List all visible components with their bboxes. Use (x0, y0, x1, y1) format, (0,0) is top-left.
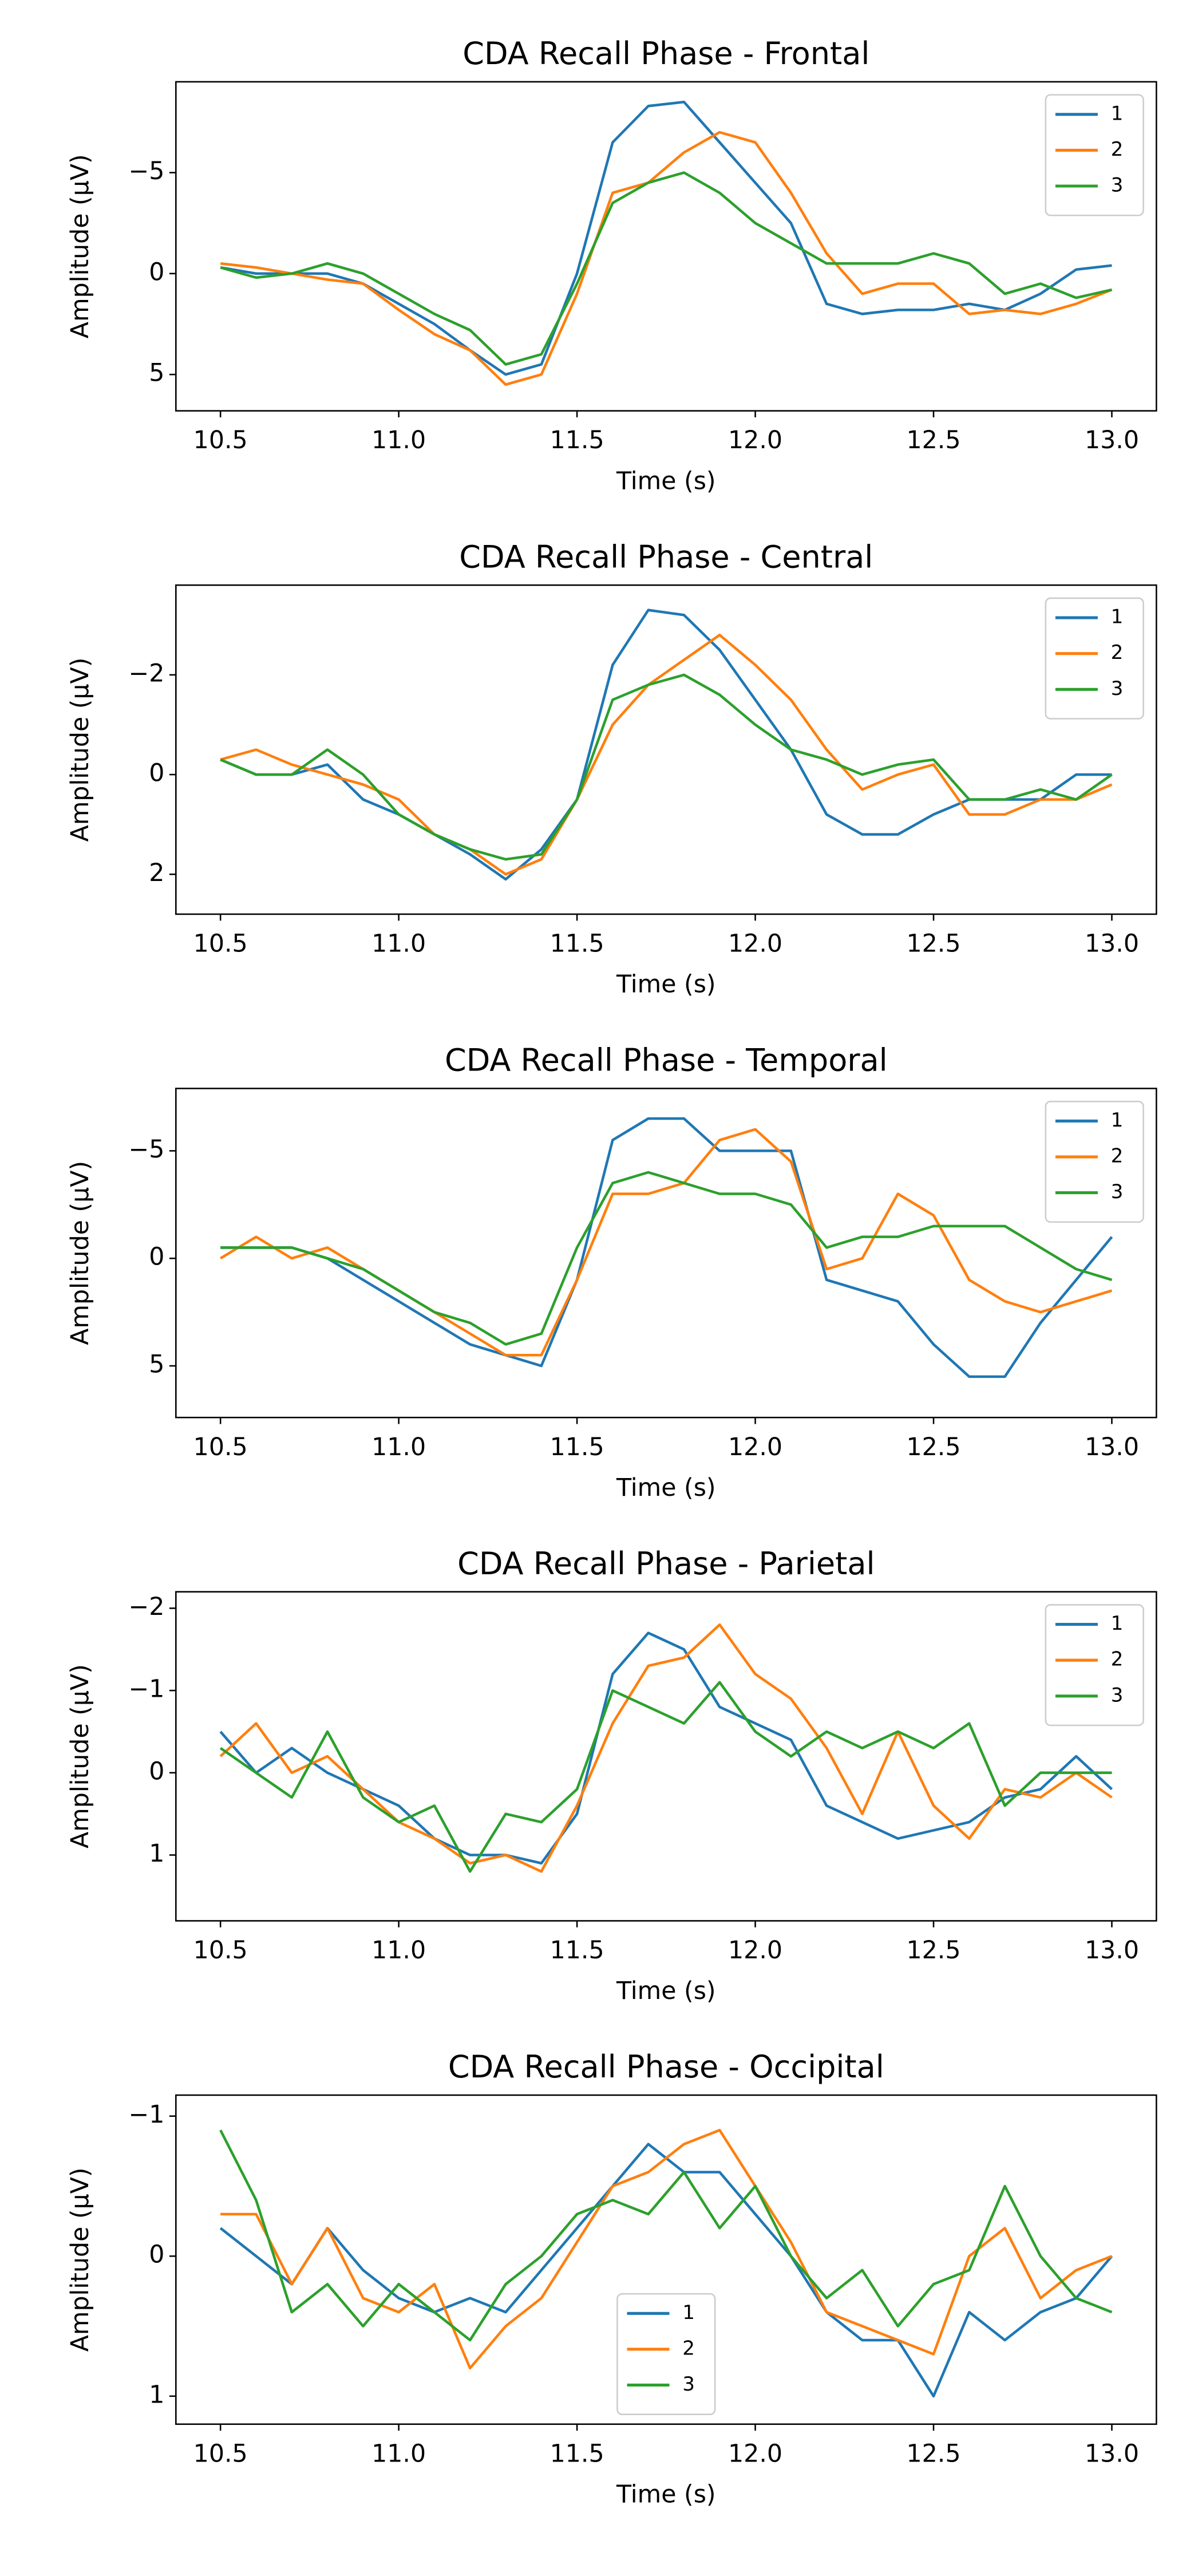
series-line (219, 1631, 1113, 1865)
y-tick-label: −1 (128, 1675, 164, 1704)
y-tick-label: 0 (149, 759, 164, 788)
series-line (220, 171, 1112, 366)
y-tick-label: 0 (149, 1243, 164, 1271)
x-tick-label: 12.0 (728, 1433, 782, 1461)
y-tick-label: 0 (149, 258, 164, 286)
plot-frame (175, 81, 1157, 412)
legend-label: 3 (1111, 174, 1124, 197)
legend-label: 2 (1111, 1144, 1124, 1167)
chart-title: CDA Recall Phase - Parietal (457, 1546, 875, 1582)
legend-label: 1 (682, 2301, 695, 2324)
x-tick-label: 12.5 (906, 426, 960, 455)
x-axis-label: Time (s) (616, 2480, 716, 2508)
x-tick-label: 10.5 (193, 426, 248, 455)
x-tick-label: 13.0 (1085, 1433, 1139, 1461)
legend-label: 3 (682, 2373, 695, 2396)
y-axis-label: Amplitude (µV) (66, 2167, 94, 2352)
chart-title: CDA Recall Phase - Central (459, 539, 873, 575)
x-tick-label: 11.5 (550, 930, 604, 958)
chart-title: CDA Recall Phase - Temporal (445, 1042, 888, 1078)
x-tick-label: 12.5 (906, 1433, 960, 1461)
x-tick-label: 11.5 (550, 1433, 604, 1461)
legend-label: 1 (1111, 1612, 1124, 1635)
y-axis-label: Amplitude (µV) (66, 154, 94, 338)
x-tick-label: 11.5 (550, 2439, 604, 2468)
legend-box (1045, 597, 1144, 720)
x-axis-label: Time (s) (616, 970, 716, 999)
x-axis-label: Time (s) (616, 467, 716, 495)
legend-label: 3 (1111, 677, 1124, 700)
legend-label: 1 (1111, 102, 1124, 125)
x-tick-label: 13.0 (1085, 930, 1139, 958)
chart-title: CDA Recall Phase - Frontal (462, 35, 869, 72)
series-line (220, 1171, 1113, 1346)
legend-label: 2 (1111, 641, 1124, 664)
series-line (220, 673, 1113, 861)
y-axis-label: Amplitude (µV) (66, 1664, 94, 1848)
plot-frame (175, 2094, 1157, 2425)
plot-frame (175, 1591, 1157, 1922)
x-tick-label: 10.5 (193, 2439, 248, 2468)
chart-title: CDA Recall Phase - Occipital (448, 2049, 884, 2085)
y-tick-label: 0 (149, 1757, 164, 1785)
x-tick-label: 13.0 (1085, 1936, 1139, 1965)
series-line (220, 1117, 1113, 1378)
plot-frame (175, 1088, 1157, 1419)
y-tick-label: 1 (149, 1839, 164, 1868)
series-line (219, 1128, 1113, 1357)
y-tick-label: 1 (149, 2380, 164, 2409)
legend-label: 1 (1111, 606, 1124, 629)
x-tick-label: 12.5 (906, 1936, 960, 1965)
y-axis-label: Amplitude (µV) (66, 658, 94, 842)
series-line (220, 131, 1113, 386)
legend-label: 3 (1111, 1684, 1124, 1706)
x-tick-label: 12.5 (906, 2439, 960, 2468)
x-tick-label: 11.5 (550, 426, 604, 455)
y-tick-label: −5 (128, 1135, 164, 1164)
series-line (220, 633, 1113, 876)
y-tick-label: −2 (128, 659, 164, 688)
x-tick-label: 10.5 (193, 1936, 248, 1965)
series-line (219, 1623, 1113, 1873)
x-tick-label: 11.0 (371, 930, 426, 958)
legend-label: 2 (682, 2337, 695, 2360)
series-line (219, 2129, 1113, 2342)
legend-label: 3 (1111, 1180, 1124, 1203)
y-tick-label: 0 (149, 2241, 164, 2269)
x-axis-label: Time (s) (616, 1977, 716, 2005)
x-axis-label: Time (s) (616, 1473, 716, 1502)
x-tick-label: 12.0 (728, 2439, 782, 2468)
legend-label: 1 (1111, 1109, 1124, 1132)
x-tick-label: 12.5 (906, 930, 960, 958)
legend-label: 2 (1111, 1648, 1124, 1671)
x-tick-label: 11.0 (371, 2439, 426, 2468)
series-line (220, 100, 1112, 376)
x-tick-label: 11.0 (371, 1433, 426, 1461)
y-tick-label: −5 (128, 157, 164, 185)
series-line (220, 609, 1112, 881)
legend-label: 2 (1111, 138, 1124, 161)
y-axis-label: Amplitude (µV) (66, 1161, 94, 1345)
x-tick-label: 11.0 (371, 426, 426, 455)
y-tick-label: −1 (128, 2100, 164, 2129)
y-tick-label: 2 (149, 859, 164, 887)
x-tick-label: 11.0 (371, 1936, 426, 1965)
x-tick-label: 10.5 (193, 930, 248, 958)
series-line (219, 1681, 1112, 1873)
x-tick-label: 11.5 (550, 1936, 604, 1965)
plot-frame (175, 584, 1157, 915)
y-tick-label: 5 (149, 1350, 164, 1379)
x-tick-label: 13.0 (1085, 426, 1139, 455)
y-tick-label: 5 (149, 359, 164, 388)
x-tick-label: 12.0 (728, 426, 782, 455)
x-tick-label: 13.0 (1085, 2439, 1139, 2468)
x-tick-label: 12.0 (728, 1936, 782, 1965)
y-tick-label: −2 (128, 1593, 164, 1621)
x-tick-label: 10.5 (193, 1433, 248, 1461)
x-tick-label: 12.0 (728, 930, 782, 958)
